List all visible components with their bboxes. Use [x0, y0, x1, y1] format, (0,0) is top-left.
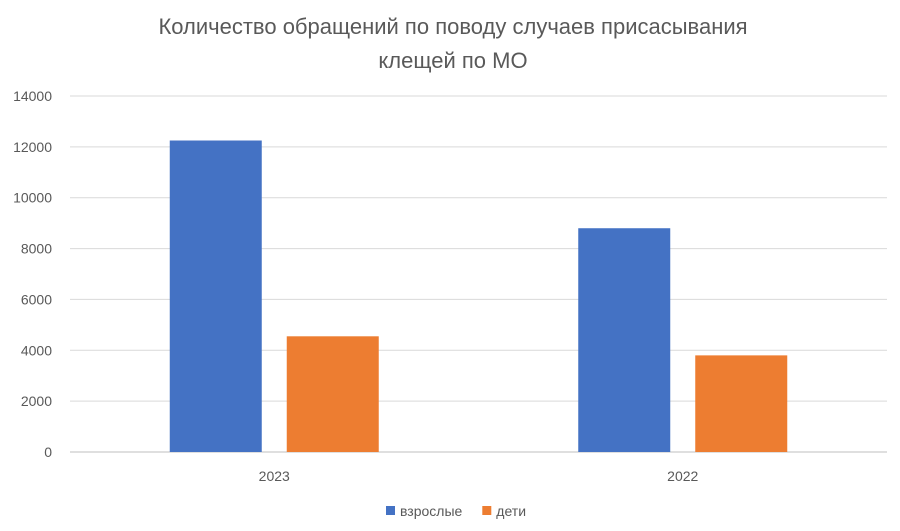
- x-tick-label: 2023: [259, 468, 290, 484]
- chart-title-line-1: Количество обращений по поводу случаев п…: [158, 14, 747, 39]
- legend-label: дети: [496, 503, 526, 519]
- bar-2023-взрослые: [169, 140, 262, 452]
- bars: [169, 140, 788, 452]
- y-tick-label: 2000: [21, 393, 52, 409]
- y-tick-label: 4000: [21, 342, 52, 358]
- y-tick-label: 10000: [13, 190, 52, 206]
- y-tick-label: 14000: [13, 88, 52, 104]
- x-tick-label: 2022: [667, 468, 698, 484]
- chart-title-line-2: клещей по МО: [378, 48, 527, 73]
- legend-swatch-дети: [482, 506, 492, 515]
- legend-swatch-взрослые: [386, 506, 395, 515]
- bar-2022-взрослые: [578, 228, 671, 452]
- y-tick-label: 0: [44, 444, 52, 460]
- y-axis-ticks: 0 2000 4000 6000 8000 10000 12000 14000: [13, 88, 52, 460]
- bar-2023-дети: [286, 336, 379, 452]
- x-axis-ticks: 2023 2022: [259, 468, 699, 484]
- y-tick-label: 12000: [13, 139, 52, 155]
- y-tick-label: 8000: [21, 241, 52, 257]
- legend-label: взрослые: [400, 503, 463, 519]
- y-tick-label: 6000: [21, 291, 52, 307]
- bar-2022-дети: [695, 355, 788, 452]
- legend: взрослые дети: [386, 503, 526, 519]
